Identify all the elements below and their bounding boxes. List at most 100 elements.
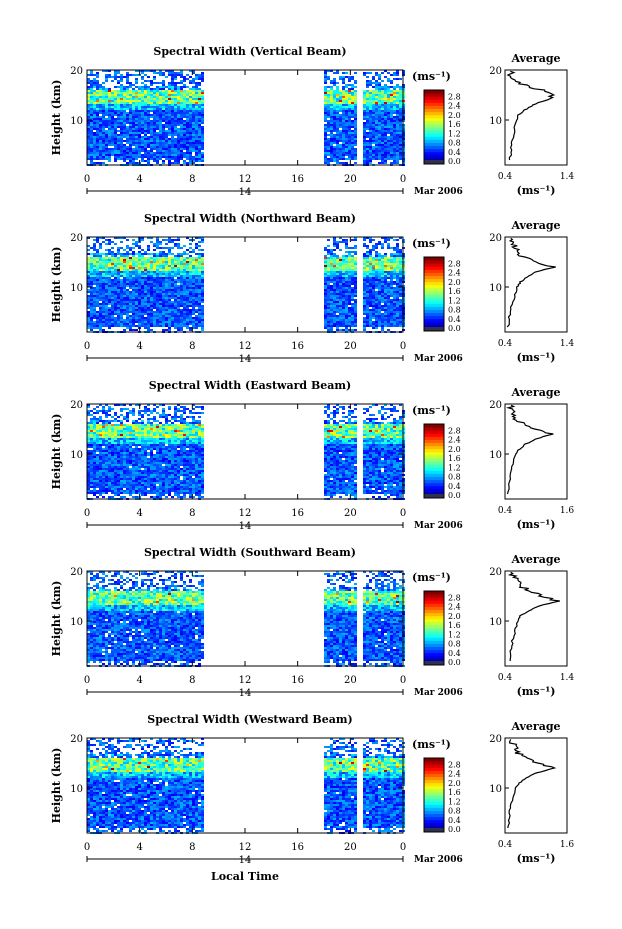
- heatmap-cell: [180, 74, 183, 76]
- heatmap-cell: [351, 279, 354, 281]
- heatmap-cell: [390, 80, 393, 82]
- heatmap-cell: [201, 315, 204, 317]
- heatmap-cell: [135, 156, 138, 158]
- heatmap-cell: [198, 321, 201, 323]
- heatmap-cell: [324, 317, 327, 319]
- heatmap-cell: [342, 307, 345, 309]
- heatmap-cell: [105, 285, 108, 287]
- heatmap-cell: [384, 112, 387, 114]
- heatmap-cell: [117, 293, 120, 295]
- heatmap-cell: [378, 76, 381, 78]
- heatmap-cell: [165, 76, 168, 78]
- heatmap-cell: [141, 319, 144, 321]
- heatmap-cell: [378, 82, 381, 84]
- heatmap-cell: [336, 271, 339, 273]
- heatmap-cell: [138, 112, 141, 114]
- heatmap-cell: [108, 313, 111, 315]
- heatmap-cell: [120, 271, 123, 273]
- heatmap-cell: [372, 124, 375, 126]
- heatmap-cell: [399, 114, 402, 116]
- heatmap-cell: [324, 319, 327, 321]
- heatmap-cell: [198, 263, 201, 265]
- heatmap-cell: [102, 136, 105, 138]
- heatmap-cell: [165, 146, 168, 148]
- heatmap-cell: [351, 275, 354, 277]
- heatmap-cell: [96, 325, 99, 327]
- heatmap-cell: [129, 283, 132, 285]
- heatmap-cell: [378, 148, 381, 150]
- heatmap-cell: [381, 140, 384, 142]
- heatmap-cell: [171, 130, 174, 132]
- heatmap-cell: [366, 261, 369, 263]
- heatmap-cell: [126, 283, 129, 285]
- heatmap-cell: [108, 116, 111, 118]
- heatmap-cell: [393, 110, 396, 112]
- heatmap-cell: [111, 132, 114, 134]
- heatmap-cell: [201, 319, 204, 321]
- heatmap-cell: [372, 112, 375, 114]
- heatmap-cell: [342, 76, 345, 78]
- heatmap-cell: [345, 323, 348, 325]
- heatmap-cell: [366, 309, 369, 311]
- heatmap-cell: [156, 146, 159, 148]
- heatmap-cell: [108, 275, 111, 277]
- heatmap-cell: [375, 321, 378, 323]
- heatmap-cell: [336, 245, 339, 247]
- heatmap-cell: [180, 301, 183, 303]
- heatmap-cell: [186, 114, 189, 116]
- heatmap-cell: [345, 90, 348, 92]
- heatmap-cell: [339, 136, 342, 138]
- heatmap-cell: [96, 285, 99, 287]
- heatmap-cell: [96, 138, 99, 140]
- heatmap-cell: [135, 124, 138, 126]
- heatmap-cell: [159, 82, 162, 84]
- heatmap-cell: [87, 281, 90, 283]
- heatmap-cell: [324, 271, 327, 273]
- heatmap-cell: [183, 84, 186, 86]
- heatmap-cell: [378, 90, 381, 92]
- heatmap-cell: [156, 150, 159, 152]
- heatmap-cell: [399, 138, 402, 140]
- heatmap-cell: [126, 92, 129, 94]
- heatmap-cell: [171, 269, 174, 271]
- heatmap-cell: [375, 158, 378, 160]
- heatmap-cell: [150, 110, 153, 112]
- heatmap-cell: [132, 90, 135, 92]
- heatmap-cell: [114, 124, 117, 126]
- heatmap-cell: [168, 281, 171, 283]
- heatmap-cell: [168, 94, 171, 96]
- heatmap-cell: [177, 245, 180, 247]
- heatmap-cell: [177, 88, 180, 90]
- heatmap-cell: [147, 249, 150, 251]
- heatmap-cell: [120, 287, 123, 289]
- heatmap-cell: [138, 265, 141, 267]
- heatmap-cell: [96, 98, 99, 100]
- heatmap-cell: [90, 126, 93, 128]
- heatmap-cell: [363, 92, 366, 94]
- heatmap-cell: [348, 96, 351, 98]
- heatmap-cell: [378, 108, 381, 110]
- heatmap-cell: [93, 100, 96, 102]
- heatmap-cell: [168, 122, 171, 124]
- heatmap-cell: [99, 327, 102, 329]
- heatmap-cell: [366, 311, 369, 313]
- heatmap-cell: [129, 96, 132, 98]
- heatmap-cell: [327, 108, 330, 110]
- heatmap-cell: [339, 325, 342, 327]
- heatmap-cell: [372, 267, 375, 269]
- heatmap-cell: [381, 100, 384, 102]
- heatmap-cell: [393, 86, 396, 88]
- heatmap-cell: [135, 283, 138, 285]
- heatmap-cell: [183, 257, 186, 259]
- heatmap-cell: [153, 267, 156, 269]
- heatmap-cell: [171, 80, 174, 82]
- heatmap-cell: [186, 128, 189, 130]
- heatmap-cell: [93, 243, 96, 245]
- heatmap-cell: [201, 104, 204, 106]
- heatmap-cell: [153, 297, 156, 299]
- heatmap-cell: [342, 130, 345, 132]
- heatmap-cell: [378, 140, 381, 142]
- heatmap-cell: [369, 281, 372, 283]
- heatmap-cell: [138, 96, 141, 98]
- heatmap-cell: [342, 317, 345, 319]
